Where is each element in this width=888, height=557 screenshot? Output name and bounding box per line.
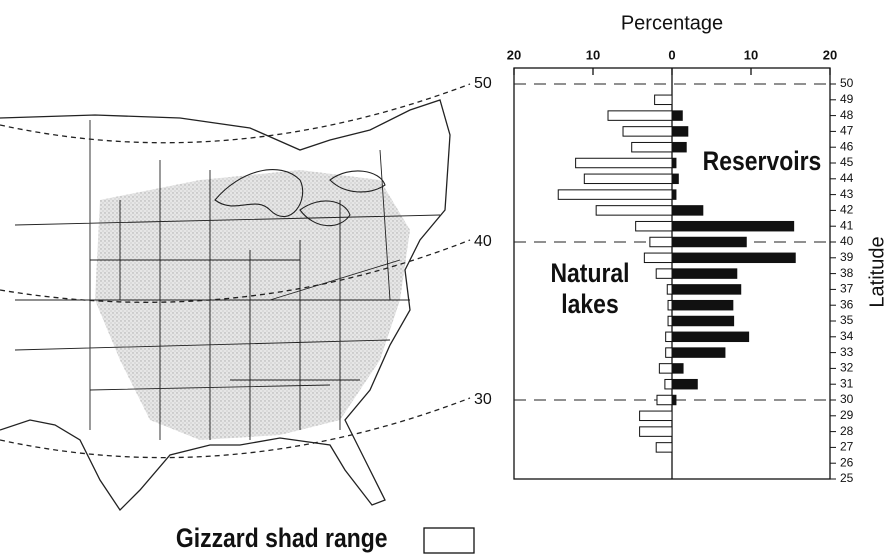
bar: [575, 157, 673, 169]
y-tick-label: 38: [840, 266, 854, 280]
bar: [667, 299, 673, 311]
y-tick-label: 42: [840, 203, 854, 217]
x-tick-label: 20: [823, 47, 837, 62]
x-axis-title: Percentage: [621, 12, 723, 34]
bar: [665, 347, 673, 358]
y-tick-label: 46: [840, 139, 854, 153]
bar: [658, 363, 673, 374]
latitude-label: 30: [474, 391, 492, 408]
bar: [607, 110, 673, 121]
bar: [671, 236, 747, 248]
lat-arc-40: [0, 239, 471, 303]
bar: [671, 157, 677, 169]
bar: [671, 220, 795, 232]
lat-arc-30: [0, 397, 471, 459]
y-tick-label: 35: [840, 313, 854, 327]
y-tick-label: 41: [840, 218, 854, 232]
bar: [655, 268, 673, 279]
range-area: [95, 170, 410, 440]
bar: [666, 284, 673, 295]
map: [0, 83, 471, 512]
bar: [665, 331, 673, 343]
bar: [654, 94, 673, 106]
y-tick-label: 28: [840, 424, 854, 438]
y-tick-label: 49: [840, 92, 854, 106]
y-tick-label: 47: [840, 124, 854, 138]
bar: [631, 141, 673, 153]
y-tick-label: 27: [840, 440, 854, 454]
us-outline: [0, 99, 451, 512]
bar: [655, 442, 673, 453]
bar: [643, 252, 673, 264]
great-lakes: [214, 169, 386, 227]
annotation: Natural lakes: [550, 258, 630, 319]
bar: [671, 189, 677, 200]
bar: [671, 331, 750, 343]
y-tick-label: 44: [840, 171, 854, 185]
y-axis-title: Latitude: [866, 236, 888, 307]
y-tick-label: 36: [840, 297, 854, 311]
bar: [583, 173, 673, 185]
bar: [671, 363, 684, 374]
latitude-label: 50: [474, 75, 492, 92]
y-tick-label: 40: [840, 234, 854, 248]
y-tick-label: 39: [840, 250, 854, 264]
state-lines: [14, 120, 441, 440]
lat-arc-50: [0, 83, 471, 144]
bar: [671, 126, 689, 137]
bar: [671, 394, 677, 406]
bar: [635, 220, 673, 232]
bar: [671, 378, 698, 390]
bar: [671, 252, 796, 264]
map-legend-label: Gizzard shad range: [176, 523, 388, 553]
y-tick-label: 25: [840, 471, 854, 485]
bar: [671, 347, 726, 358]
bar: [649, 236, 673, 248]
x-tick-label: 0: [668, 47, 675, 62]
bar: [622, 126, 673, 137]
y-tick-label: 50: [840, 76, 854, 90]
bar: [671, 315, 735, 327]
x-tick-label: 10: [586, 47, 600, 62]
bar: [671, 110, 683, 121]
y-tick-label: 33: [840, 345, 854, 359]
bar: [671, 284, 742, 295]
bar: [671, 299, 734, 311]
x-tick-label: 10: [744, 47, 758, 62]
latitude-label: 40: [474, 233, 492, 250]
bar: [656, 394, 673, 406]
bar: [639, 410, 673, 422]
y-tick-label: 43: [840, 187, 854, 201]
y-tick-label: 31: [840, 376, 854, 390]
bar: [664, 378, 673, 390]
annotation: Reservoirs: [702, 146, 822, 176]
bar: [671, 173, 679, 185]
bar: [671, 205, 704, 216]
x-tick-label: 20: [507, 47, 521, 62]
y-tick-label: 37: [840, 282, 854, 296]
y-tick-label: 32: [840, 361, 854, 375]
bar: [595, 205, 673, 216]
y-tick-label: 30: [840, 392, 854, 406]
bar: [639, 426, 673, 437]
y-tick-label: 26: [840, 455, 854, 469]
bar: [671, 141, 687, 153]
bar: [667, 315, 673, 327]
map-legend-swatch: [423, 527, 475, 554]
y-tick-label: 29: [840, 408, 854, 422]
y-tick-label: 34: [840, 329, 854, 343]
y-tick-label: 45: [840, 155, 854, 169]
bar: [557, 189, 673, 200]
y-tick-label: 48: [840, 108, 854, 122]
bar: [671, 268, 738, 279]
